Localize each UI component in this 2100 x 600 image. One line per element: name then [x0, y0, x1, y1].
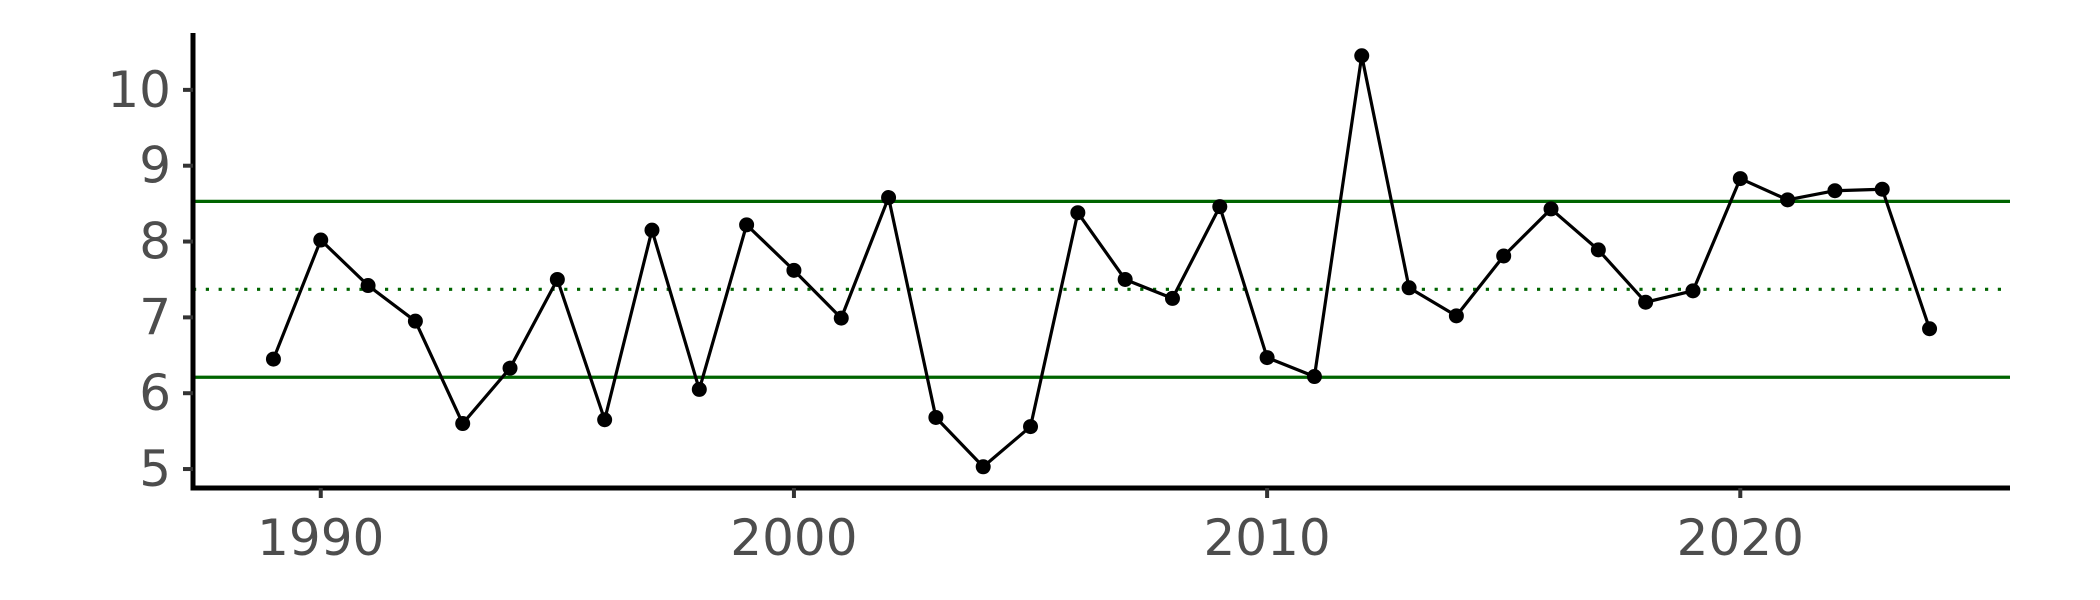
y-tick-label: 10 — [107, 61, 171, 119]
data-point — [1685, 283, 1701, 299]
data-point — [1401, 280, 1417, 296]
x-tick-label: 1990 — [257, 509, 384, 567]
data-point — [1070, 205, 1086, 221]
data-point — [1496, 248, 1512, 264]
data-point — [881, 190, 897, 206]
data-point — [1874, 181, 1890, 197]
data-point — [1590, 242, 1606, 258]
y-ticks: 5 6 7 8 9 10 — [107, 61, 193, 498]
data-point — [1164, 290, 1180, 306]
y-tick-label: 9 — [139, 137, 171, 195]
data-point — [644, 222, 660, 238]
series-group — [265, 48, 1938, 475]
data-point — [549, 271, 565, 287]
data-point — [1780, 192, 1796, 208]
data-point — [1023, 419, 1039, 435]
x-tick-label: 2020 — [1677, 509, 1804, 567]
data-point — [1117, 271, 1133, 287]
data-point — [313, 232, 329, 248]
x-tick-label: 2010 — [1203, 509, 1330, 567]
data-point — [1259, 350, 1275, 366]
y-tick-label: 6 — [139, 364, 171, 422]
axes — [190, 33, 2010, 491]
y-tick-label: 8 — [139, 213, 171, 271]
x-ticks: 1990 2000 2010 2020 — [257, 488, 1804, 567]
data-point — [1212, 199, 1228, 215]
data-point — [1732, 171, 1748, 187]
y-tick-label: 5 — [139, 440, 171, 498]
data-point — [1827, 183, 1843, 199]
data-point — [1543, 201, 1559, 217]
data-point — [502, 360, 518, 376]
data-point — [833, 310, 849, 326]
data-point — [407, 313, 423, 329]
data-point — [1354, 48, 1370, 64]
data-point — [1448, 308, 1464, 324]
y-tick-label: 7 — [139, 288, 171, 346]
data-point — [975, 459, 991, 475]
data-point — [360, 278, 376, 294]
reference-lines — [193, 199, 2010, 379]
series-line — [271, 54, 1932, 469]
data-point — [265, 351, 281, 367]
data-point — [691, 381, 707, 397]
data-point — [1922, 321, 1938, 337]
data-point — [597, 412, 613, 428]
x-tick-label: 2000 — [730, 509, 857, 567]
data-point — [455, 416, 471, 432]
data-point — [1306, 369, 1322, 385]
data-point — [786, 262, 802, 278]
data-point — [928, 409, 944, 425]
data-point — [739, 217, 755, 233]
data-point — [1638, 294, 1654, 310]
